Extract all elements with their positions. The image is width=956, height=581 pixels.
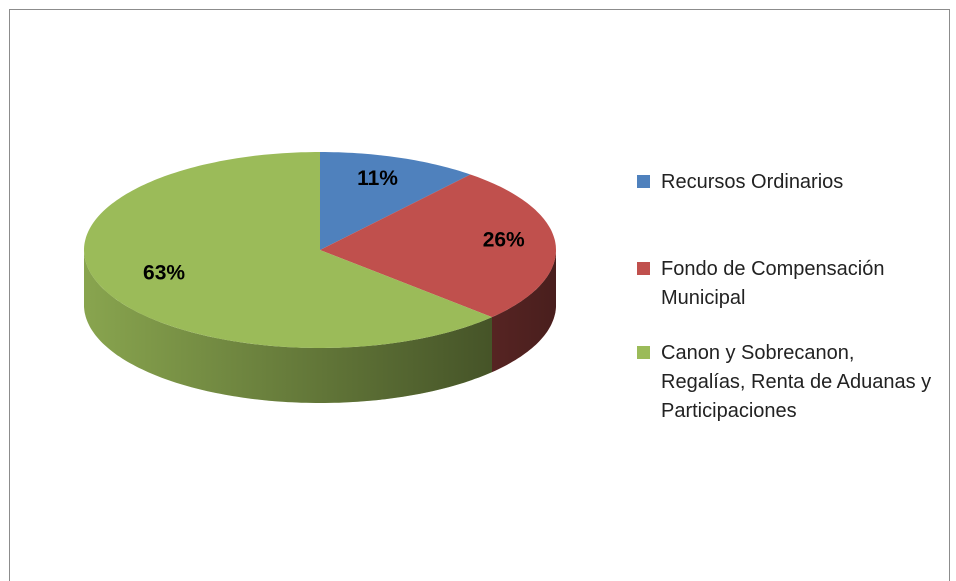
- data-label: 11%: [357, 167, 398, 190]
- legend-item: Canon y Sobrecanon, Regalías, Renta de A…: [637, 339, 937, 426]
- legend-label: Canon y Sobrecanon, Regalías, Renta de A…: [661, 342, 932, 422]
- slice: [84, 152, 492, 348]
- legend-swatch: [637, 262, 650, 275]
- legend-label: Recursos Ordinarios: [661, 171, 844, 193]
- data-label: 26%: [483, 229, 525, 252]
- data-label: 63%: [143, 262, 185, 285]
- legend-item: Fondo de Compensación Municipal: [637, 255, 937, 313]
- legend-swatch: [637, 175, 650, 188]
- slice-side-shade: [492, 250, 556, 373]
- legend-swatch: [637, 346, 650, 359]
- slice-side-shade: [84, 250, 492, 403]
- slice: [320, 174, 556, 318]
- legend-label: Fondo de Compensación Municipal: [661, 258, 885, 309]
- legend-item: Recursos Ordinarios: [637, 168, 937, 197]
- slice: [320, 152, 471, 250]
